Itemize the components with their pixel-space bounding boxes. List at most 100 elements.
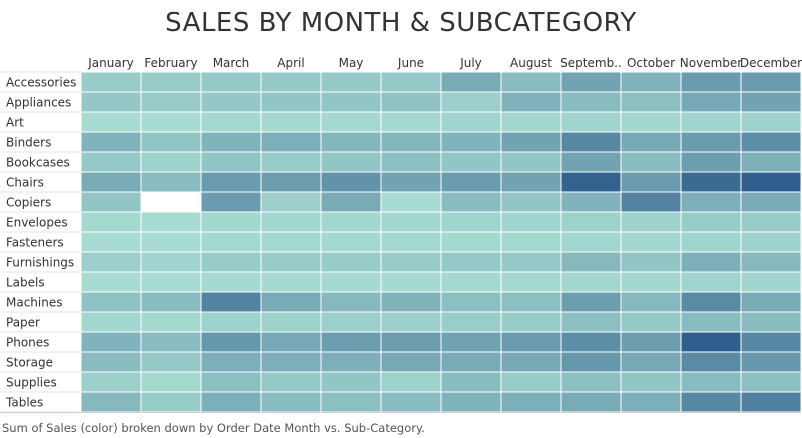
heatmap-cell[interactable] [440, 391, 502, 413]
heatmap-cell[interactable] [560, 191, 622, 213]
heatmap-cell[interactable] [440, 211, 502, 233]
heatmap-cell[interactable] [500, 391, 562, 413]
heatmap-cell[interactable] [560, 331, 622, 353]
heatmap-cell[interactable] [140, 171, 202, 193]
heatmap-cell[interactable] [680, 151, 742, 173]
heatmap-cell[interactable] [380, 251, 442, 273]
heatmap-cell[interactable] [560, 351, 622, 373]
heatmap-cell[interactable] [620, 291, 682, 313]
heatmap-cell[interactable] [680, 171, 742, 193]
heatmap-cell[interactable] [620, 351, 682, 373]
heatmap-cell[interactable] [380, 291, 442, 313]
heatmap-cell[interactable] [200, 71, 262, 93]
heatmap-cell[interactable] [320, 111, 382, 133]
heatmap-cell[interactable] [140, 271, 202, 293]
heatmap-cell[interactable] [560, 131, 622, 153]
heatmap-cell[interactable] [740, 151, 802, 173]
heatmap-cell[interactable] [740, 111, 802, 133]
heatmap-cell[interactable] [140, 351, 202, 373]
heatmap-cell[interactable] [680, 371, 742, 393]
heatmap-cell[interactable] [380, 351, 442, 373]
heatmap-cell[interactable] [200, 271, 262, 293]
heatmap-cell[interactable] [560, 111, 622, 133]
heatmap-cell[interactable] [500, 211, 562, 233]
heatmap-cell[interactable] [80, 251, 142, 273]
heatmap-cell[interactable] [260, 91, 322, 113]
heatmap-cell[interactable] [80, 271, 142, 293]
heatmap-cell[interactable] [320, 371, 382, 393]
heatmap-cell[interactable] [380, 111, 442, 133]
heatmap-cell[interactable] [620, 71, 682, 93]
heatmap-cell[interactable] [140, 91, 202, 113]
heatmap-cell[interactable] [80, 351, 142, 373]
heatmap-cell[interactable] [740, 191, 802, 213]
heatmap-cell[interactable] [560, 91, 622, 113]
heatmap-cell[interactable] [80, 291, 142, 313]
heatmap-cell[interactable] [380, 331, 442, 353]
heatmap-cell[interactable] [680, 251, 742, 273]
heatmap-cell[interactable] [680, 191, 742, 213]
heatmap-cell[interactable] [620, 331, 682, 353]
heatmap-cell[interactable] [680, 231, 742, 253]
heatmap-cell[interactable] [500, 311, 562, 333]
heatmap-cell[interactable] [560, 211, 622, 233]
heatmap-cell[interactable] [320, 391, 382, 413]
heatmap-cell[interactable] [620, 391, 682, 413]
heatmap-cell[interactable] [740, 391, 802, 413]
heatmap-cell[interactable] [80, 171, 142, 193]
heatmap-cell[interactable] [620, 271, 682, 293]
heatmap-cell[interactable] [320, 291, 382, 313]
heatmap-cell[interactable] [620, 371, 682, 393]
heatmap-cell[interactable] [320, 171, 382, 193]
heatmap-cell[interactable] [260, 151, 322, 173]
heatmap-cell[interactable] [320, 131, 382, 153]
heatmap-cell[interactable] [200, 371, 262, 393]
heatmap-cell[interactable] [500, 251, 562, 273]
heatmap-cell[interactable] [440, 91, 502, 113]
heatmap-cell[interactable] [320, 351, 382, 373]
heatmap-cell[interactable] [560, 391, 622, 413]
heatmap-cell[interactable] [440, 111, 502, 133]
heatmap-cell[interactable] [500, 331, 562, 353]
heatmap-cell[interactable] [740, 91, 802, 113]
heatmap-cell[interactable] [680, 131, 742, 153]
heatmap-cell[interactable] [320, 311, 382, 333]
heatmap-cell[interactable] [80, 71, 142, 93]
heatmap-cell[interactable] [560, 311, 622, 333]
heatmap-cell[interactable] [320, 71, 382, 93]
heatmap-cell[interactable] [680, 211, 742, 233]
heatmap-cell[interactable] [320, 251, 382, 273]
heatmap-cell[interactable] [260, 231, 322, 253]
heatmap-cell[interactable] [740, 171, 802, 193]
heatmap-cell[interactable] [440, 171, 502, 193]
heatmap-cell[interactable] [620, 151, 682, 173]
heatmap-cell[interactable] [80, 211, 142, 233]
heatmap-cell[interactable] [140, 191, 202, 213]
heatmap-cell[interactable] [140, 231, 202, 253]
heatmap-cell[interactable] [440, 71, 502, 93]
heatmap-cell[interactable] [380, 151, 442, 173]
heatmap-cell[interactable] [320, 271, 382, 293]
heatmap-cell[interactable] [620, 251, 682, 273]
heatmap-cell[interactable] [80, 331, 142, 353]
heatmap-cell[interactable] [380, 91, 442, 113]
heatmap-cell[interactable] [740, 211, 802, 233]
heatmap-cell[interactable] [620, 211, 682, 233]
heatmap-cell[interactable] [80, 191, 142, 213]
heatmap-cell[interactable] [140, 391, 202, 413]
heatmap-cell[interactable] [260, 371, 322, 393]
heatmap-cell[interactable] [200, 311, 262, 333]
heatmap-cell[interactable] [740, 231, 802, 253]
heatmap-cell[interactable] [260, 71, 322, 93]
heatmap-cell[interactable] [620, 171, 682, 193]
heatmap-cell[interactable] [80, 391, 142, 413]
heatmap-cell[interactable] [320, 151, 382, 173]
heatmap-cell[interactable] [200, 111, 262, 133]
heatmap-cell[interactable] [740, 371, 802, 393]
heatmap-cell[interactable] [200, 251, 262, 273]
heatmap-cell[interactable] [740, 71, 802, 93]
heatmap-cell[interactable] [200, 291, 262, 313]
heatmap-cell[interactable] [680, 331, 742, 353]
heatmap-cell[interactable] [80, 371, 142, 393]
heatmap-cell[interactable] [560, 371, 622, 393]
